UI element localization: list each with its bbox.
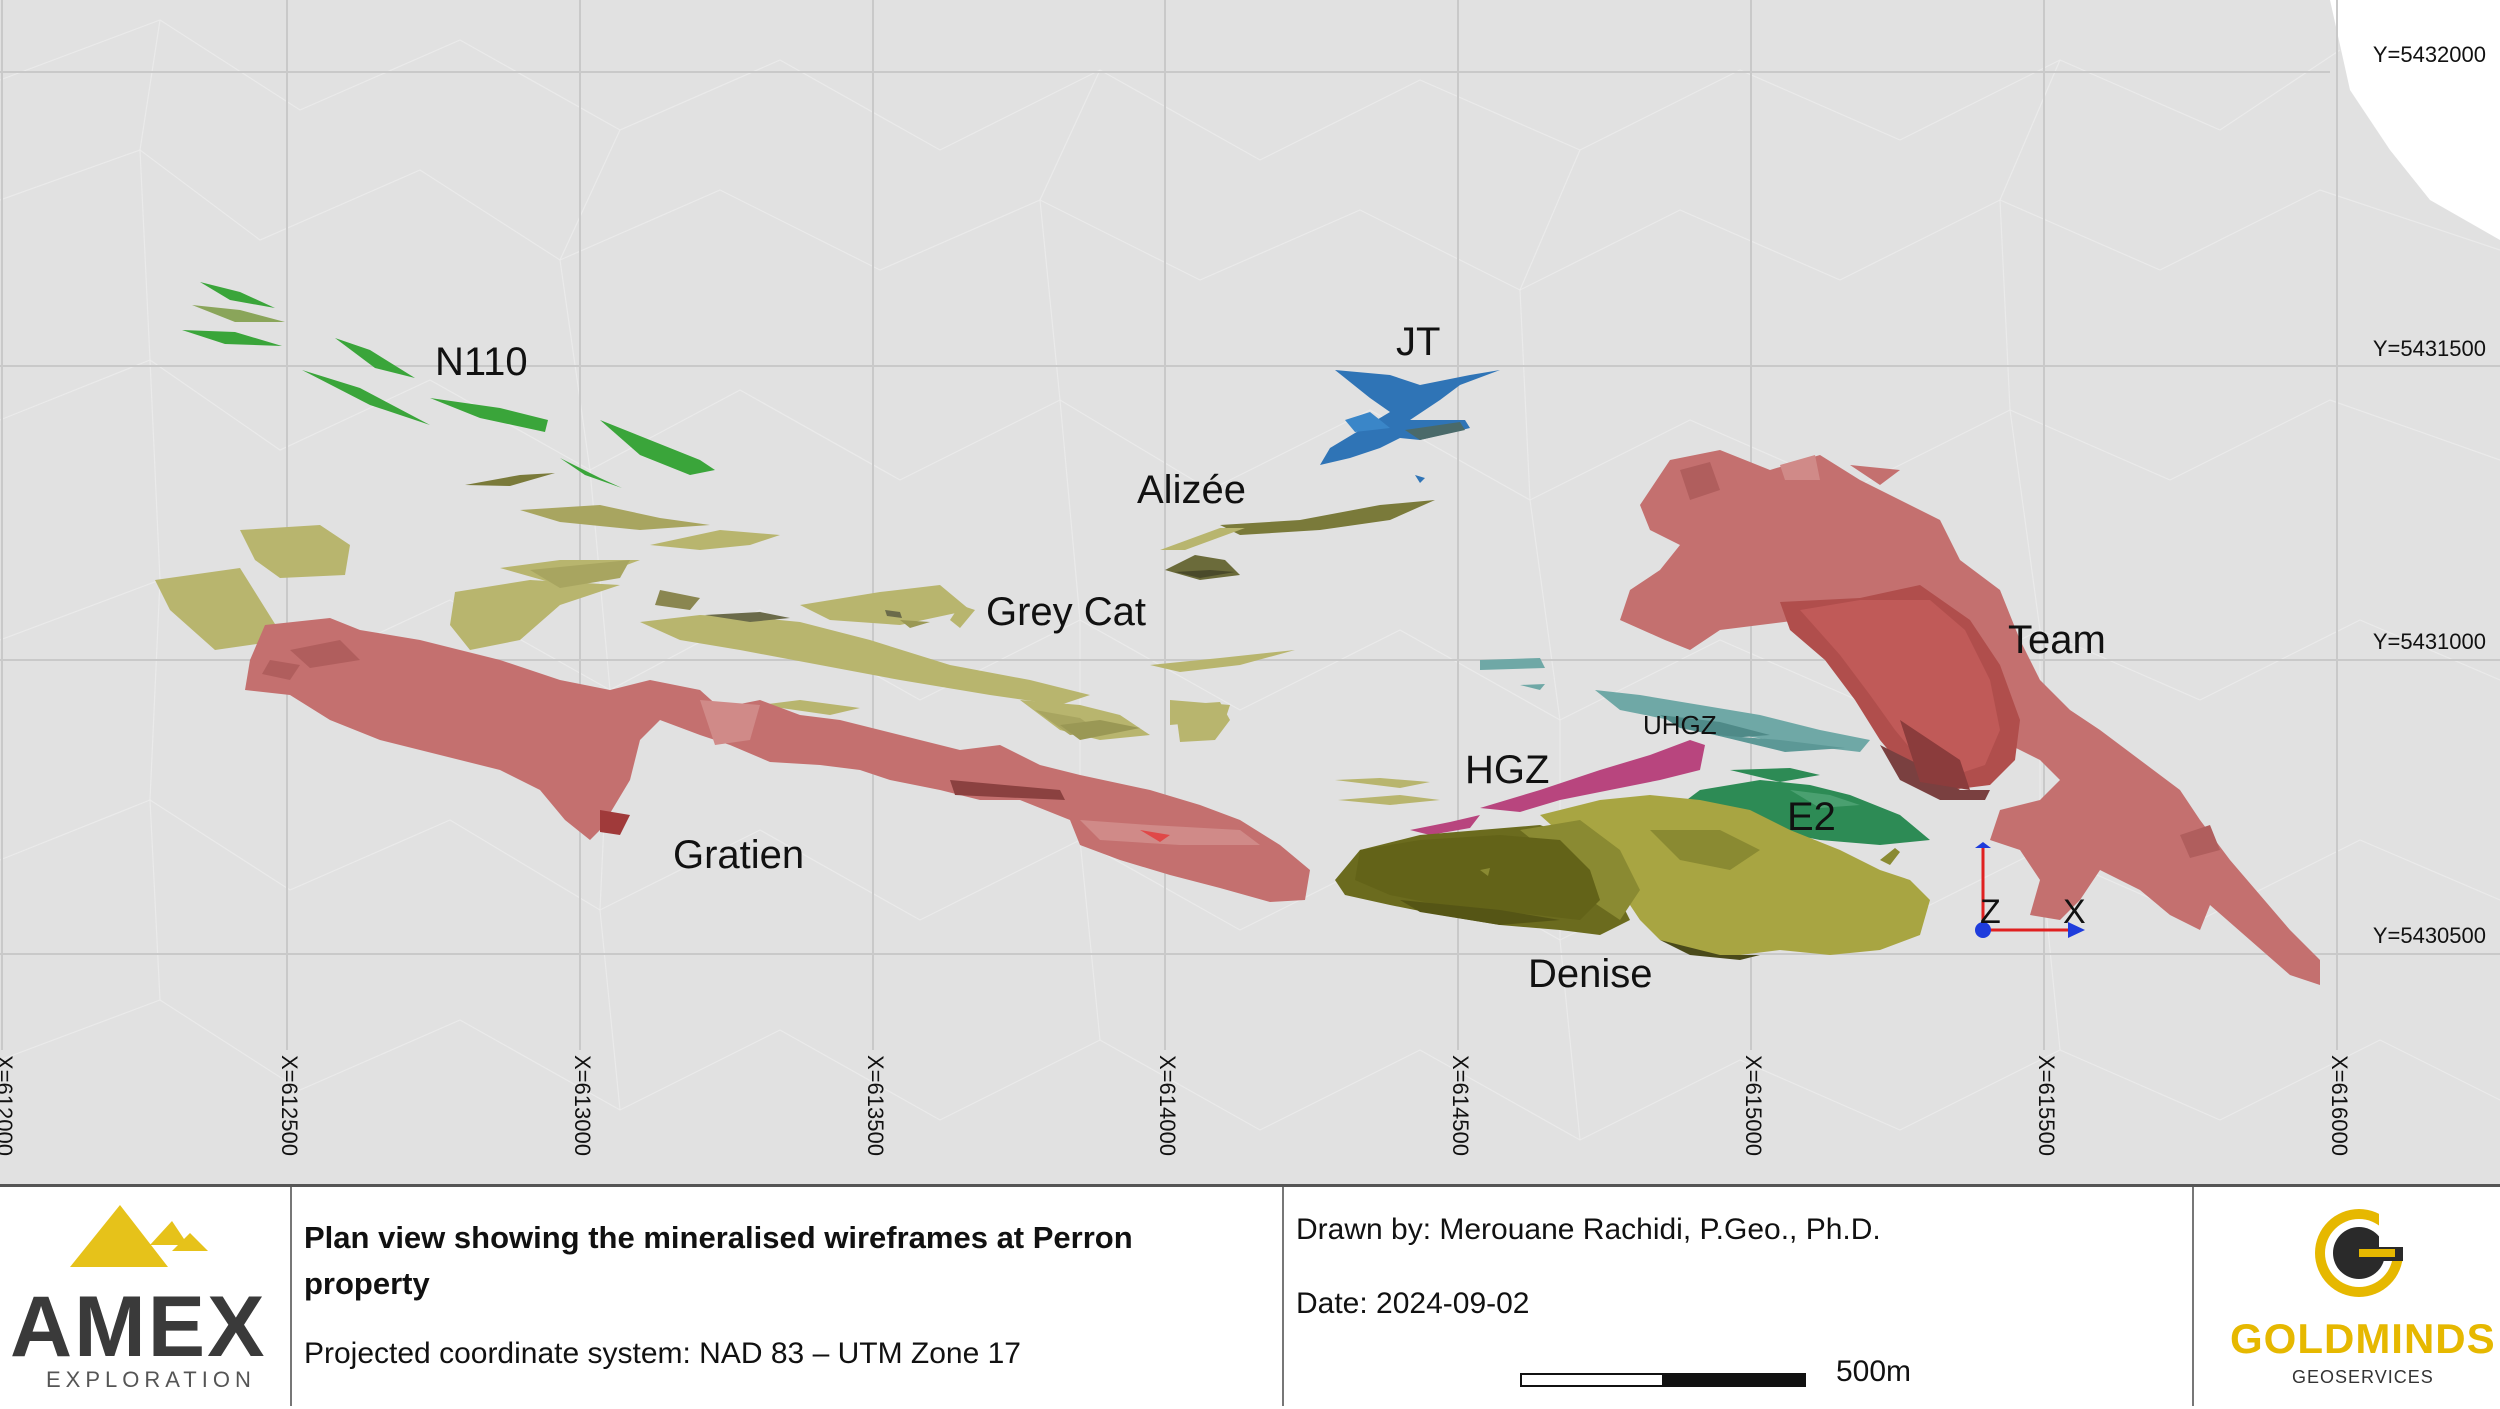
jt-wireframes <box>1320 370 1500 483</box>
team-wireframes <box>1620 450 2320 985</box>
alizee-wireframes <box>1160 500 1435 580</box>
zone-label-n110: N110 <box>435 340 528 384</box>
y-coordinate-label: Y=5431000 <box>2372 629 2486 654</box>
map-view[interactable]: Y=5432000 Y=5431500 Y=5431000 Y=5430500 … <box>0 0 2500 1184</box>
axis-triad-z-label: Z <box>1980 893 2001 931</box>
x-coordinate-label: X=615000 <box>1741 1055 1766 1156</box>
x-coordinate-label: X=613000 <box>570 1055 595 1156</box>
axis-triad <box>1975 842 2085 938</box>
x-coordinate-label: X=613500 <box>863 1055 888 1156</box>
x-coordinate-label: X=616000 <box>2327 1055 2352 1156</box>
title-block: AMEX EXPLORATION Plan view showing the m… <box>0 1184 2500 1409</box>
scale-label: 500m <box>1836 1355 1912 1388</box>
zone-label-e2: E2 <box>1787 795 1836 839</box>
scale-bar <box>1520 1373 1806 1387</box>
uhgz-wireframes <box>1480 658 1870 752</box>
zone-label-hgz: HGZ <box>1465 748 1550 792</box>
map-date: Date: 2024-09-02 <box>1296 1287 1530 1320</box>
hgz-wireframes <box>1335 740 1705 835</box>
denise-wireframes <box>1335 795 1930 960</box>
amex-subtitle: EXPLORATION <box>46 1367 256 1392</box>
triangulation-texture <box>0 19 2500 1141</box>
amex-mountain-icon <box>70 1205 208 1267</box>
x-coordinate-label: X=615500 <box>2034 1055 2059 1156</box>
drawn-by: Drawn by: Merouane Rachidi, P.Geo., Ph.D… <box>1296 1213 1881 1246</box>
goldminds-wordmark: GOLDMINDS <box>2230 1315 2496 1362</box>
zone-label-team: Team <box>2008 618 2106 662</box>
coordinate-system: Projected coordinate system: NAD 83 – UT… <box>304 1337 1021 1370</box>
x-coordinate-label: X=614500 <box>1448 1055 1473 1156</box>
unmapped-area <box>2330 0 2500 240</box>
axis-triad-x-label: X <box>2063 893 2086 931</box>
goldminds-logo: GOLDMINDS GEOSERVICES <box>2194 1187 2500 1406</box>
goldminds-subtitle: GEOSERVICES <box>2292 1367 2434 1387</box>
zone-label-jt: JT <box>1396 320 1441 364</box>
title-section: Plan view showing the mineralised wirefr… <box>292 1187 1284 1406</box>
x-coordinate-label: X=612000 <box>0 1055 17 1156</box>
x-coordinate-label: X=614000 <box>1155 1055 1180 1156</box>
y-coordinate-label: Y=5432000 <box>2372 42 2486 67</box>
zone-label-alizee: Alizée <box>1137 468 1246 512</box>
zone-label-gratien: Gratien <box>673 833 805 877</box>
zone-label-grey-cat: Grey Cat <box>986 590 1147 634</box>
zone-label-uhgz: UHGZ <box>1643 710 1717 740</box>
grey-cat-wireframes <box>155 505 1295 742</box>
goldminds-g-icon <box>2315 1209 2409 1297</box>
author-section: Drawn by: Merouane Rachidi, P.Geo., Ph.D… <box>1284 1187 2194 1406</box>
n110-wireframes <box>182 282 715 488</box>
map-canvas <box>0 0 2500 1141</box>
gratien-wireframes <box>245 618 1310 902</box>
y-coordinate-label: Y=5430500 <box>2372 923 2486 948</box>
zone-label-denise: Denise <box>1528 952 1653 996</box>
y-coordinate-label: Y=5431500 <box>2372 336 2486 361</box>
x-coordinate-label: X=612500 <box>277 1055 302 1156</box>
amex-logo: AMEX EXPLORATION <box>0 1187 292 1406</box>
amex-wordmark: AMEX <box>10 1279 267 1375</box>
map-title: Plan view showing the mineralised wirefr… <box>304 1220 1133 1301</box>
